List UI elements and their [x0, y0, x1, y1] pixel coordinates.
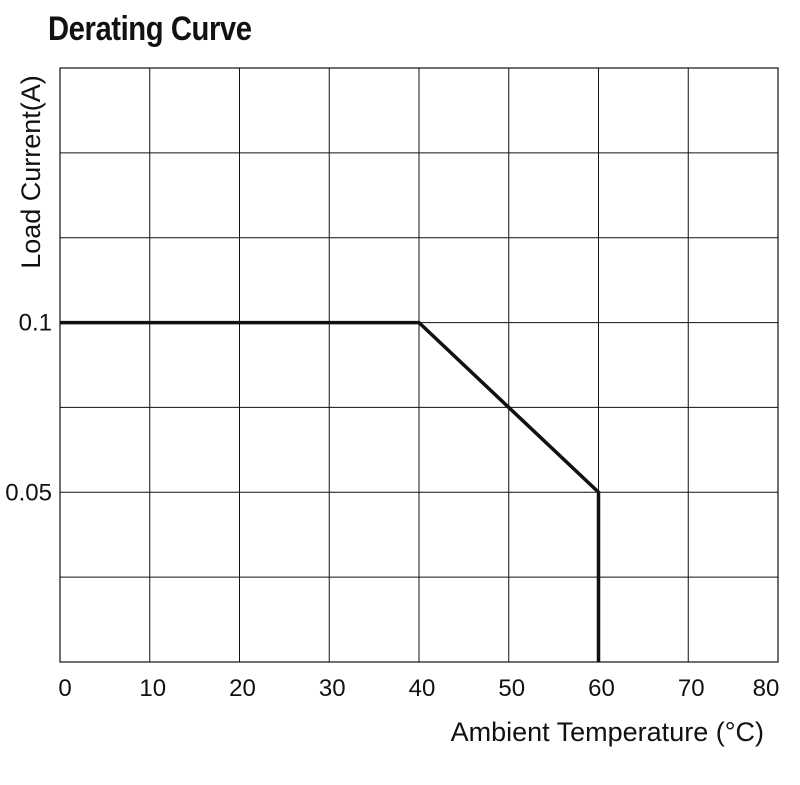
- y-tick-label: 0.1: [19, 310, 52, 337]
- derating-curve-line: [60, 320, 601, 662]
- x-tick-label: 40: [409, 675, 436, 702]
- x-tick-label: 0: [58, 675, 71, 702]
- x-tick-label: 20: [229, 675, 256, 702]
- y-axis-label: Load Current(A): [16, 75, 46, 269]
- x-tick-labels: 0 10 20 30 40 50 60 70 80: [58, 675, 779, 702]
- x-tick-label: 80: [753, 675, 780, 702]
- x-tick-label: 30: [319, 675, 346, 702]
- x-tick-label: 70: [678, 675, 705, 702]
- x-tick-label: 60: [588, 675, 615, 702]
- x-tick-label: 50: [498, 675, 525, 702]
- x-axis-label: Ambient Temperature (°C): [451, 717, 764, 747]
- x-tick-label: 10: [139, 675, 166, 702]
- grid: [59, 67, 779, 663]
- y-tick-labels: 0.1 0.05: [5, 310, 52, 507]
- plot-frame: [59, 67, 779, 663]
- chart-title: Derating Curve: [48, 10, 252, 48]
- y-tick-label: 0.05: [5, 479, 52, 506]
